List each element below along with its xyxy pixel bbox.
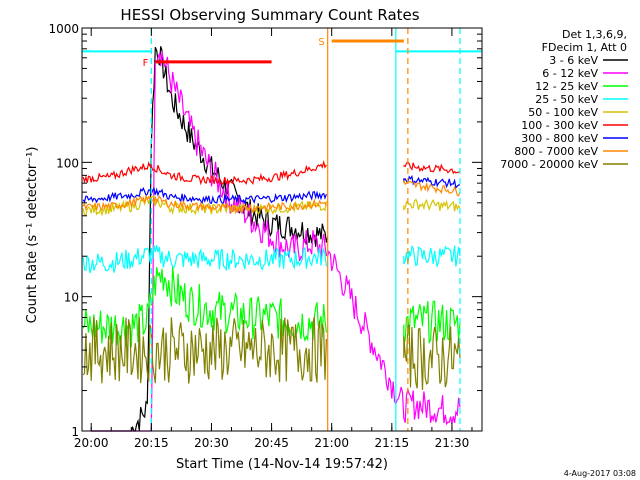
legend-item-100-300-kev: 100 - 300 keV (521, 119, 628, 132)
series-group (82, 46, 461, 432)
x-axis: 20:00 20:15 20:30 20:45 21:00 21:15 21:30 (74, 28, 473, 450)
x-tick-label-20-15: 20:15 (134, 436, 169, 450)
legend-item-25-50-kev: 25 - 50 keV (535, 93, 628, 106)
legend-label: 50 - 100 keV (528, 106, 598, 119)
y-tick-label-1: 1 (71, 425, 79, 439)
y-axis: 1 10 100 1000 (48, 22, 482, 439)
series-line-25-50-kev (82, 244, 461, 274)
x-tick-label-20-00: 20:00 (74, 436, 109, 450)
annotations-group: FS (143, 37, 404, 69)
series-line-100-300-kev (82, 160, 461, 186)
legend-header-1: Det 1,3,6,9, (562, 28, 627, 41)
chart-title: HESSI Observing Summary Count Rates (120, 6, 419, 24)
vertical-lines-group (82, 28, 482, 431)
series-line-50-100-kev (82, 195, 461, 217)
legend-item-3-6-kev: 3 - 6 keV (549, 54, 628, 67)
y-tick-label-10: 10 (64, 291, 79, 305)
x-tick-label-21-00: 21:00 (314, 436, 349, 450)
legend-label: 3 - 6 keV (549, 54, 598, 67)
x-tick-label-21-15: 21:15 (375, 436, 410, 450)
annotation-label-s: S (318, 37, 324, 48)
series-line-12-25-kev (82, 266, 461, 349)
series-line-7000-20000-kev (82, 316, 461, 391)
series-line-800-7000-kev (82, 180, 461, 213)
y-axis-label: Count Rate (s⁻¹ detector⁻¹) (25, 147, 40, 324)
legend-item-800-7000-kev: 800 - 7000 keV (514, 145, 628, 158)
x-tick-label-21-30: 21:30 (435, 436, 470, 450)
legend-label: 100 - 300 keV (521, 119, 598, 132)
footer-date: 4-Aug-2017 03:08 (564, 469, 636, 478)
series-line-300-800-kev (82, 174, 461, 205)
legend-label: 800 - 7000 keV (514, 145, 598, 158)
legend-item-50-100-kev: 50 - 100 keV (528, 106, 628, 119)
annotation-label-f: F (143, 58, 149, 69)
plot-frame (81, 27, 483, 432)
y-tick-label-1000: 1000 (48, 22, 79, 36)
legend-item-7000-20000-kev: 7000 - 20000 keV (500, 158, 628, 171)
x-tick-label-20-45: 20:45 (254, 436, 289, 450)
legend-label: 12 - 25 keV (535, 80, 598, 93)
legend-label: 7000 - 20000 keV (500, 158, 598, 171)
x-tick-label-20-30: 20:30 (194, 436, 229, 450)
legend-header-2: FDecim 1, Att 0 (542, 41, 627, 54)
legend-item-6-12-kev: 6 - 12 keV (542, 67, 628, 80)
legend-label: 25 - 50 keV (535, 93, 598, 106)
x-axis-label: Start Time (14-Nov-14 19:57:42) (176, 457, 388, 472)
y-tick-label-100: 100 (56, 156, 79, 170)
legend-item-12-25-kev: 12 - 25 keV (535, 80, 628, 93)
legend-label: 6 - 12 keV (542, 67, 598, 80)
legend-label: 300 - 800 keV (521, 132, 598, 145)
series-line-6-12-kev (91, 51, 461, 432)
legend-item-300-800-kev: 300 - 800 keV (521, 132, 628, 145)
